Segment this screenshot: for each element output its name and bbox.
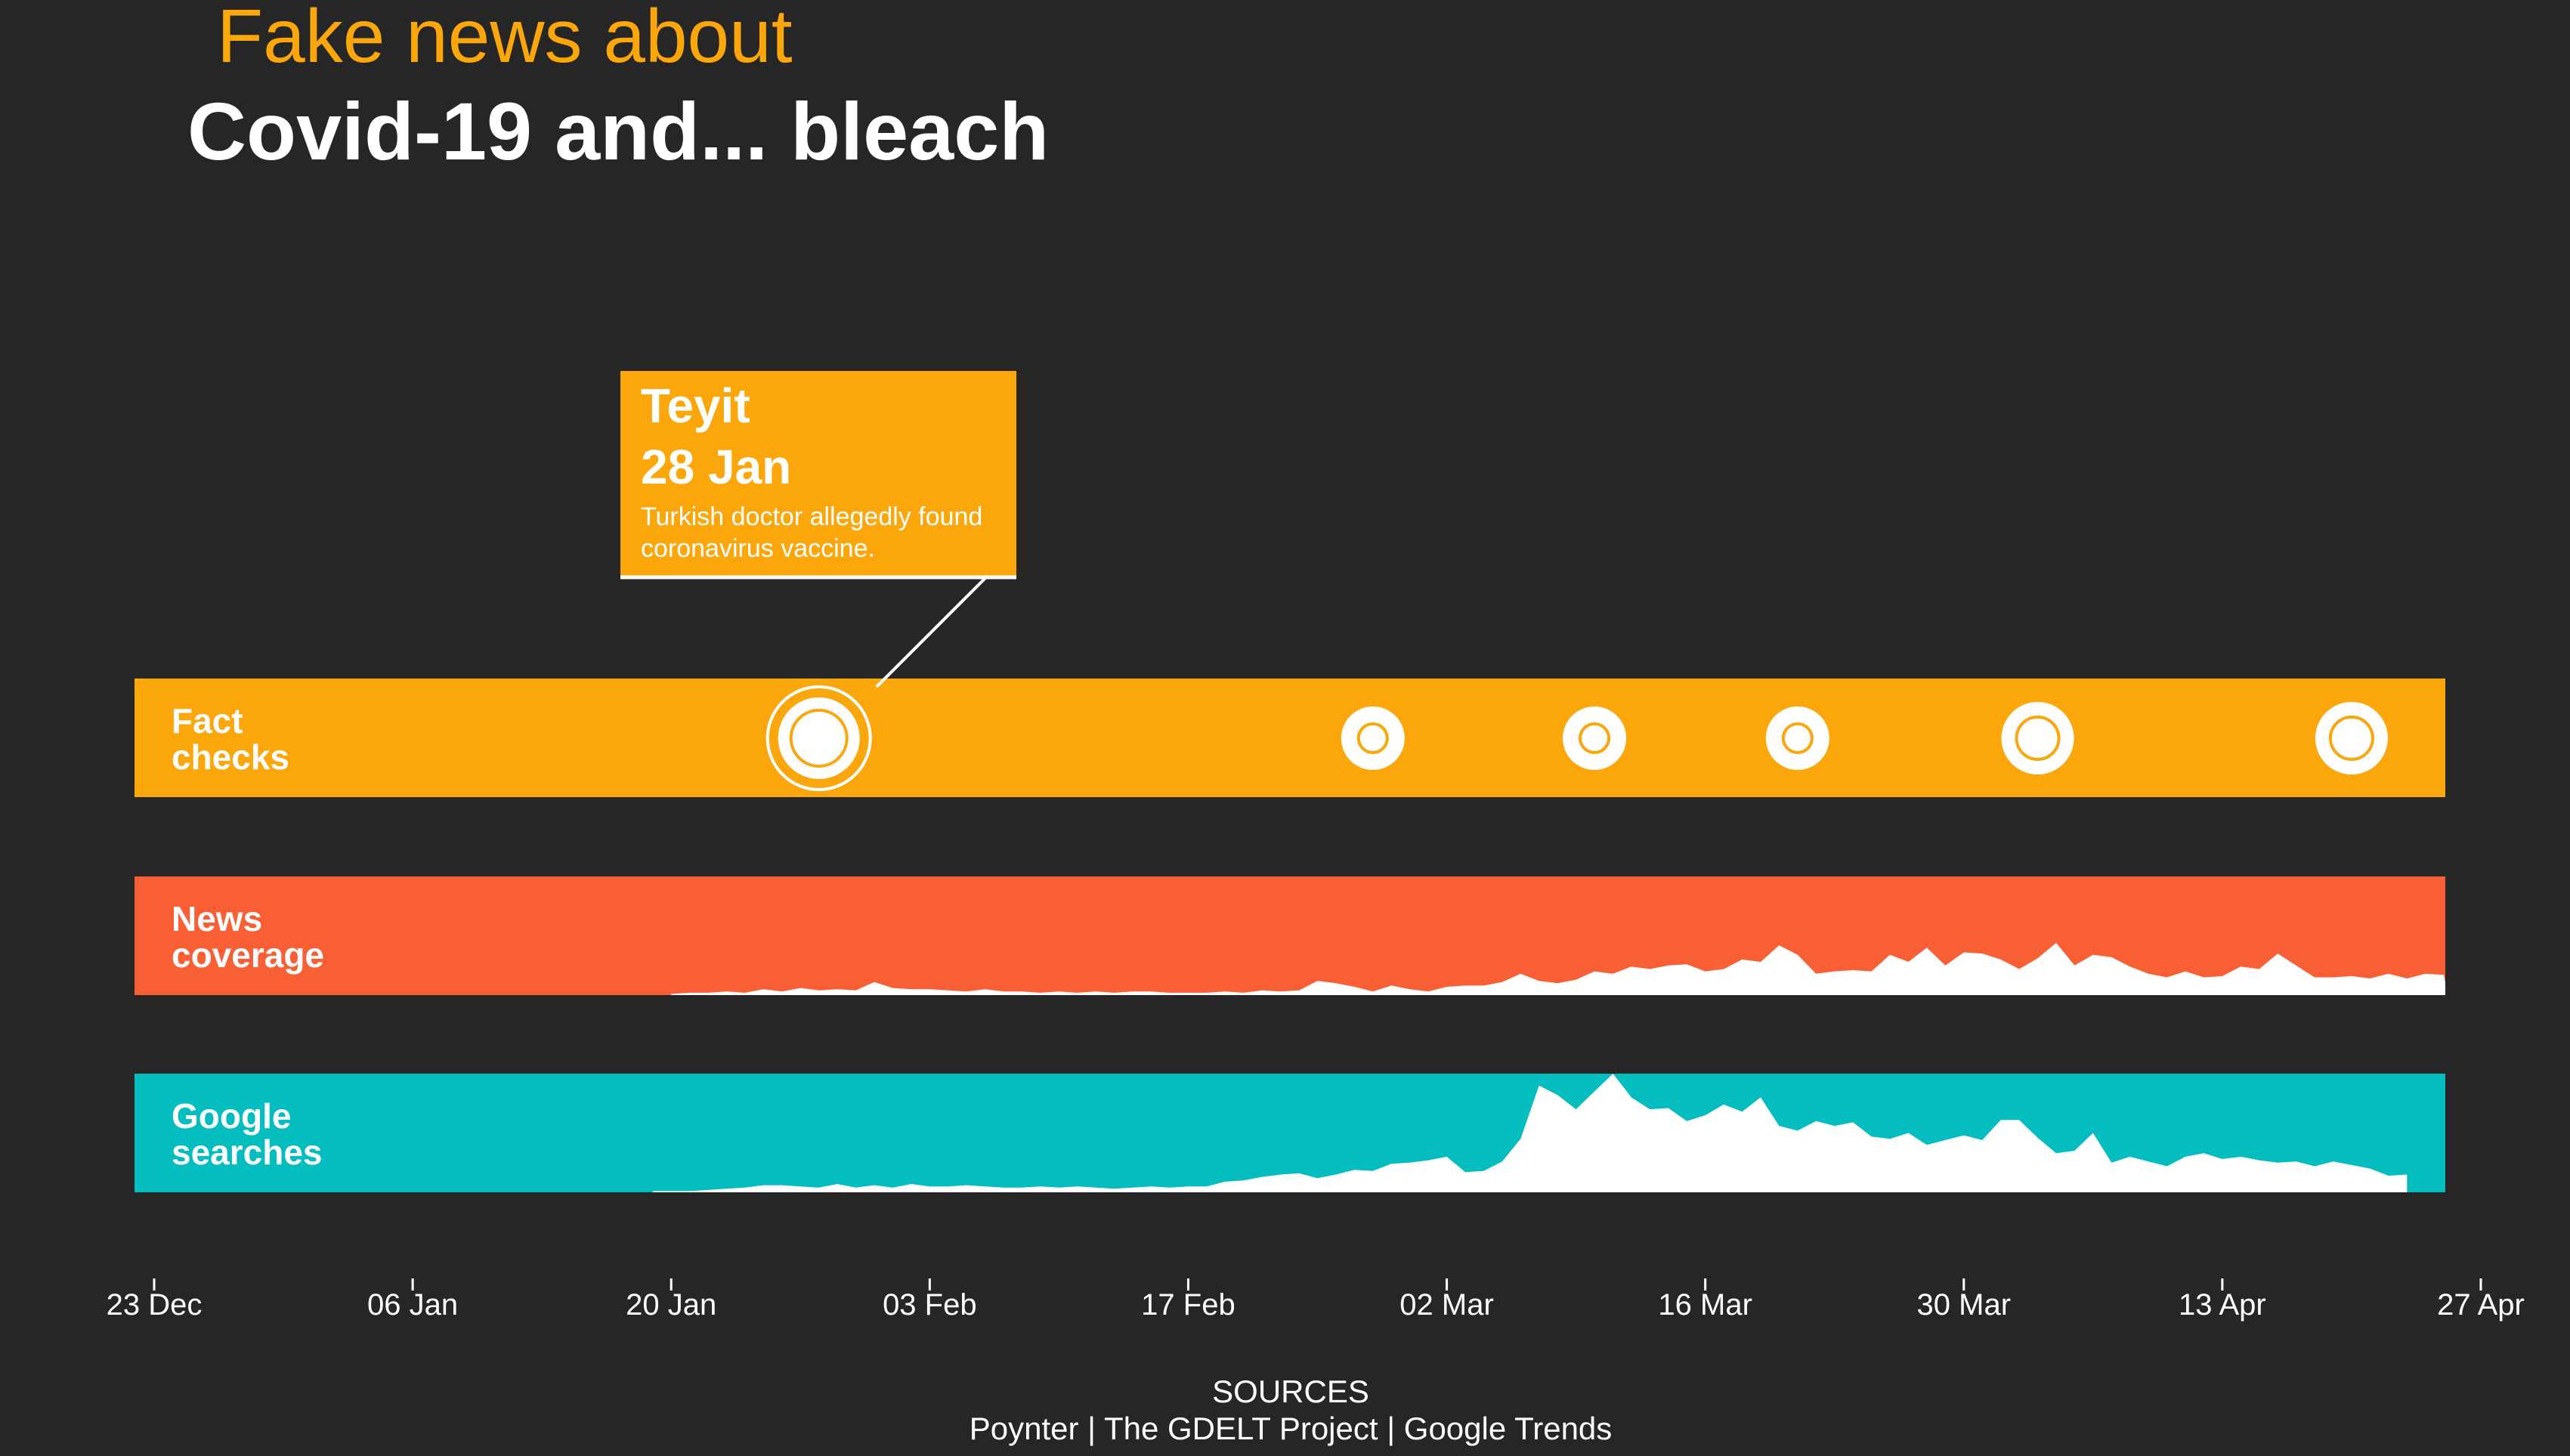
news-coverage-area <box>671 879 2446 995</box>
fact-check-marker-4-ring <box>2015 716 2061 761</box>
tooltip-text-line1: Turkish doctor allegedly found <box>641 502 982 531</box>
title-line1: Fake news about <box>217 0 793 79</box>
fact-check-marker-5-ring <box>2328 716 2374 761</box>
news-coverage-label-line2: coverage <box>172 935 324 975</box>
fact-check-marker-1-ring <box>1356 722 1389 754</box>
x-tick-label-3: 03 Feb <box>883 1288 977 1322</box>
fact-check-marker-2-ring <box>1579 722 1611 754</box>
tooltip-date: 28 Jan <box>641 440 791 494</box>
title-line2: Covid-19 and... bleach <box>187 85 1049 177</box>
x-tick-label-9: 27 Apr <box>2437 1288 2525 1322</box>
fact-check-markers <box>765 685 2388 791</box>
fact-check-marker-2-disc <box>1563 706 1627 770</box>
fact-check-marker-3-disc <box>1765 706 1829 770</box>
fact-check-marker-5-disc <box>2315 702 2388 774</box>
tooltip-box <box>620 371 1016 577</box>
tooltip-connector <box>875 576 988 688</box>
fact-check-marker-0[interactable] <box>765 685 872 791</box>
x-tick-label-0: 23 Dec <box>107 1288 203 1322</box>
x-tick-label-2: 20 Jan <box>626 1288 716 1322</box>
fact-check-marker-1-disc <box>1341 706 1405 770</box>
fact-check-marker-0-ring <box>789 709 849 768</box>
fact-checks-label-line1: Fact <box>172 701 243 740</box>
x-tick-label-5: 02 Mar <box>1399 1288 1494 1322</box>
x-tick-label-1: 06 Jan <box>367 1288 458 1322</box>
news-coverage-label-line1: News <box>172 899 262 938</box>
fact-check-marker-3[interactable] <box>1765 706 1829 770</box>
google-searches-label-line1: Google <box>172 1096 291 1136</box>
fact-check-marker-0-halo <box>765 685 872 791</box>
fact-checks-label-line2: checks <box>172 737 289 777</box>
sources-text: Poynter | The GDELT Project | Google Tre… <box>970 1411 1613 1446</box>
fact-check-marker-4-disc <box>2001 702 2074 774</box>
fact-check-marker-5[interactable] <box>2315 702 2388 774</box>
x-tick-label-7: 30 Mar <box>1917 1288 2012 1322</box>
fact-check-marker-3-ring <box>1781 722 1814 754</box>
x-tick-label-8: 13 Apr <box>2179 1288 2266 1322</box>
sources-heading: SOURCES <box>1212 1374 1369 1409</box>
x-tick-label-4: 17 Feb <box>1141 1288 1236 1322</box>
fact-checks-band <box>135 679 2445 797</box>
fact-check-marker-1[interactable] <box>1341 706 1405 770</box>
fact-check-marker-2[interactable] <box>1563 706 1627 770</box>
google-searches-label-line2: searches <box>172 1133 323 1172</box>
x-tick-label-6: 16 Mar <box>1658 1288 1752 1322</box>
fact-check-marker-4[interactable] <box>2001 702 2074 774</box>
x-axis: 23 Dec 06 Jan 20 Jan 03 Feb 17 Feb 02 Mar 16 M… <box>107 1278 2525 1322</box>
tooltip-source: Teyit <box>641 379 750 433</box>
tooltip-text-line2: coronavirus vaccine. <box>641 534 875 563</box>
tooltip: Teyit 28 Jan Turkish doctor allegedly fo… <box>620 371 1016 688</box>
google-searches-area <box>652 1074 2408 1192</box>
